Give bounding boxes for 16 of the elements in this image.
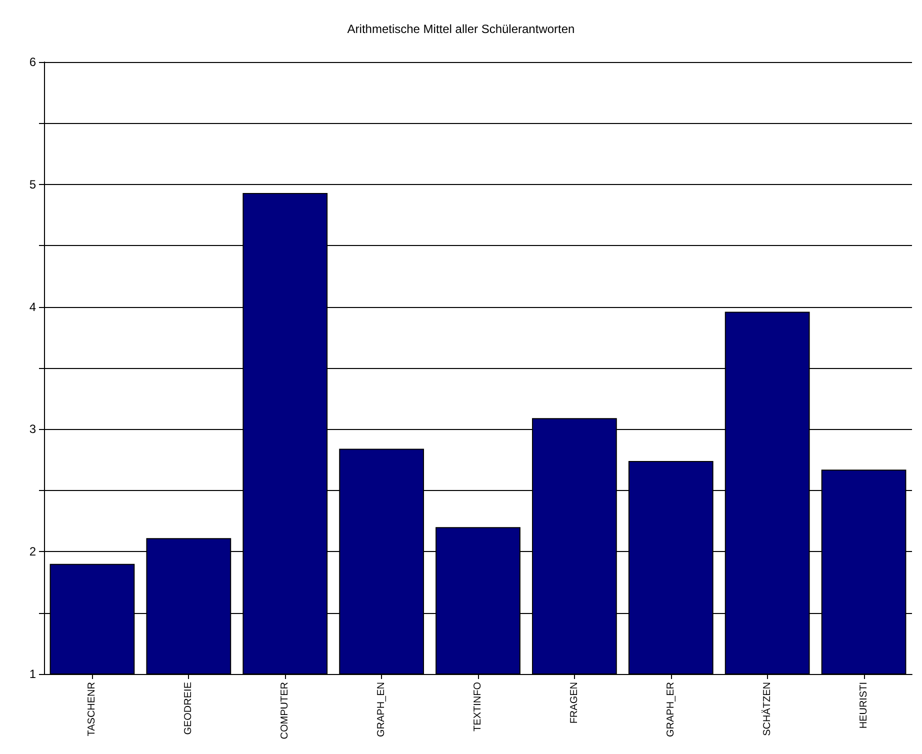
- x-tick-label: GEODREIE: [183, 682, 194, 735]
- x-tick-label: COMPUTER: [280, 682, 291, 740]
- y-tick-label: 3: [29, 422, 36, 436]
- y-tick-label: 6: [29, 55, 36, 69]
- x-tick-label: FRAGEN: [568, 682, 580, 724]
- x-tick-label: GRAPH_EN: [376, 682, 388, 738]
- y-tick-label: 1: [29, 667, 36, 681]
- y-tick-label: 2: [29, 544, 36, 559]
- x-tick-label: SCHÄTZEN: [760, 682, 773, 736]
- y-tick-label: 5: [29, 177, 36, 192]
- chart-title: Arithmetische Mittel aller Schülerantworten: [347, 22, 575, 36]
- y-tick-label: 4: [29, 300, 36, 314]
- x-tick-label: TASCHENR: [86, 682, 98, 736]
- x-tick-label: HEURISTI: [858, 682, 870, 729]
- x-tick-label: TEXTINFO: [472, 682, 484, 732]
- x-tick-label: GRAPH_ER: [665, 682, 676, 738]
